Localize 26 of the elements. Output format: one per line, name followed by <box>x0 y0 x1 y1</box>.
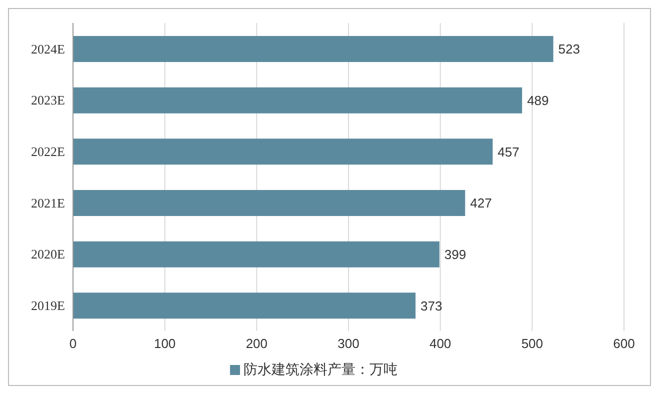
bar <box>73 36 554 62</box>
y-tick-label: 2020E <box>31 246 66 262</box>
y-tick-label: 2023E <box>31 92 66 108</box>
data-label: 427 <box>470 196 492 211</box>
bar <box>73 292 416 319</box>
x-tick-label: 600 <box>613 336 635 352</box>
bar <box>73 138 493 165</box>
bar <box>73 190 466 216</box>
bar <box>73 241 440 268</box>
data-label: 373 <box>420 298 442 314</box>
legend-label: 防水建筑涂料产量：万吨 <box>244 361 398 377</box>
data-label: 399 <box>444 246 466 262</box>
x-tick-label: 100 <box>154 336 176 352</box>
x-tick-label: 200 <box>246 336 268 352</box>
x-tick-label: 500 <box>521 336 544 352</box>
x-tick-label: 0 <box>69 336 77 352</box>
x-tick-label: 300 <box>338 336 360 352</box>
data-label: 489 <box>527 92 549 108</box>
data-label: 457 <box>498 144 520 160</box>
bar <box>73 87 522 114</box>
x-tick-label: 400 <box>429 336 452 352</box>
y-tick-label: 2022E <box>31 144 66 159</box>
data-label: 523 <box>558 42 580 57</box>
y-tick-label: 2019E <box>31 298 66 313</box>
y-tick-label: 2024E <box>31 41 66 56</box>
y-tick-label: 2021E <box>31 195 66 210</box>
